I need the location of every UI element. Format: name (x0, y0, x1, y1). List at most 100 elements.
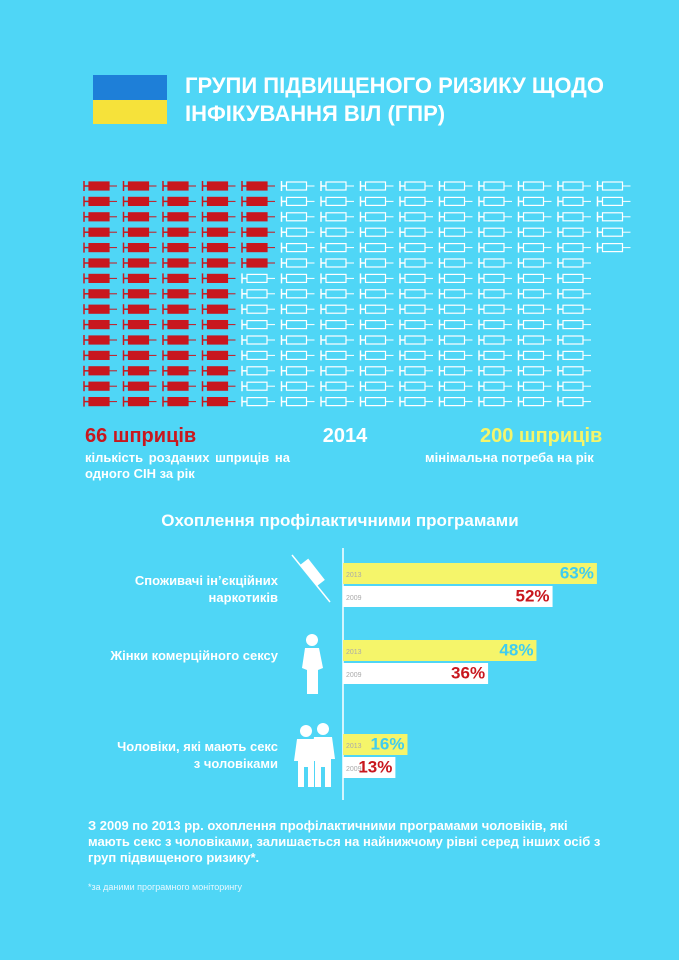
syringe (320, 196, 354, 207)
syringe (557, 211, 591, 222)
syringe (359, 381, 394, 392)
syringe (280, 319, 315, 330)
syringe (359, 396, 394, 407)
syringe (359, 350, 394, 361)
syringe (83, 242, 117, 253)
syringe (557, 319, 591, 330)
syringe (557, 227, 591, 238)
syringe (280, 242, 315, 253)
syringe (241, 258, 275, 268)
bar (343, 663, 489, 684)
syringe (83, 319, 117, 330)
syringe (122, 350, 157, 361)
syringe (162, 396, 196, 407)
syringe (280, 396, 315, 407)
chart-title: Охоплення профілактичними програмами (161, 511, 519, 530)
syringe (517, 258, 552, 268)
syringe (122, 242, 157, 253)
syringe (83, 350, 117, 361)
syringe (438, 273, 473, 284)
title: ГРУПИ ПІДВИЩЕНОГО РИЗИКУ ЩОДО ІНФІКУВАНН… (185, 73, 604, 126)
syringe (517, 396, 552, 407)
syringe (201, 350, 236, 361)
category-label: мінімальна потреба на рік (425, 450, 594, 465)
syringe (596, 227, 631, 238)
syringe (438, 304, 473, 315)
syringe (241, 181, 275, 191)
syringe (359, 335, 394, 345)
syringe (557, 396, 591, 407)
syringe (201, 381, 236, 392)
syringe (438, 227, 473, 238)
syringe (320, 365, 354, 376)
syringe (162, 181, 196, 191)
syringe (280, 288, 315, 299)
category-label: Чоловіки, які мають секс з чоловіками (117, 739, 278, 771)
syringe (517, 211, 552, 222)
syringe (399, 211, 433, 222)
syringe (162, 288, 196, 299)
syringe (162, 196, 196, 207)
syringe (280, 196, 315, 207)
syringe (122, 181, 157, 191)
syringe (162, 242, 196, 253)
syringe (438, 196, 473, 207)
bar (343, 734, 408, 755)
syringe (241, 396, 275, 407)
syringe (596, 211, 631, 222)
syringe (83, 258, 117, 268)
syringe (162, 227, 196, 238)
syringe (122, 335, 157, 345)
syringe (241, 227, 275, 238)
woman-icon (302, 634, 323, 694)
syringe (320, 273, 354, 284)
syringe (438, 181, 473, 191)
syringe (320, 396, 354, 407)
syringe (557, 350, 591, 361)
series-label: 2009 (346, 766, 362, 773)
syringe (359, 365, 394, 376)
series-label: 2009 (346, 595, 362, 602)
syringe (517, 319, 552, 330)
syringe (201, 196, 236, 207)
syringe (517, 288, 552, 299)
footer-text: З 2009 по 2013 рр. охоплення профілактич… (88, 818, 601, 865)
series-label: 2013 (346, 743, 362, 750)
syringe (280, 304, 315, 315)
syringe (517, 227, 552, 238)
series-label: 2013 (346, 649, 362, 656)
syringe (517, 350, 552, 361)
syringe (201, 304, 236, 315)
syringe (438, 242, 473, 253)
flag-blue (93, 75, 167, 100)
syringe (517, 196, 552, 207)
syringe (517, 381, 552, 392)
syringe (478, 365, 512, 376)
syringe (478, 273, 512, 284)
syringe (359, 258, 394, 268)
syringe (359, 304, 394, 315)
syringe (122, 365, 157, 376)
syringe (162, 273, 196, 284)
bar (343, 586, 553, 607)
bar (343, 563, 597, 584)
syringe (241, 319, 275, 330)
syringe (320, 381, 354, 392)
syringe (359, 211, 394, 222)
syringe (162, 211, 196, 222)
syringe (241, 288, 275, 299)
series-label: 2009 (346, 672, 362, 679)
syringe-icon (291, 554, 331, 603)
syringe (399, 258, 433, 268)
syringe (201, 258, 236, 268)
syringe (399, 196, 433, 207)
syringe (241, 273, 275, 284)
syringe (320, 319, 354, 330)
syringe (557, 196, 591, 207)
syringe (83, 381, 117, 392)
syringe (320, 181, 354, 191)
flag-yellow (93, 100, 167, 124)
syringe (320, 335, 354, 345)
syringe (399, 304, 433, 315)
syringe (280, 181, 315, 191)
